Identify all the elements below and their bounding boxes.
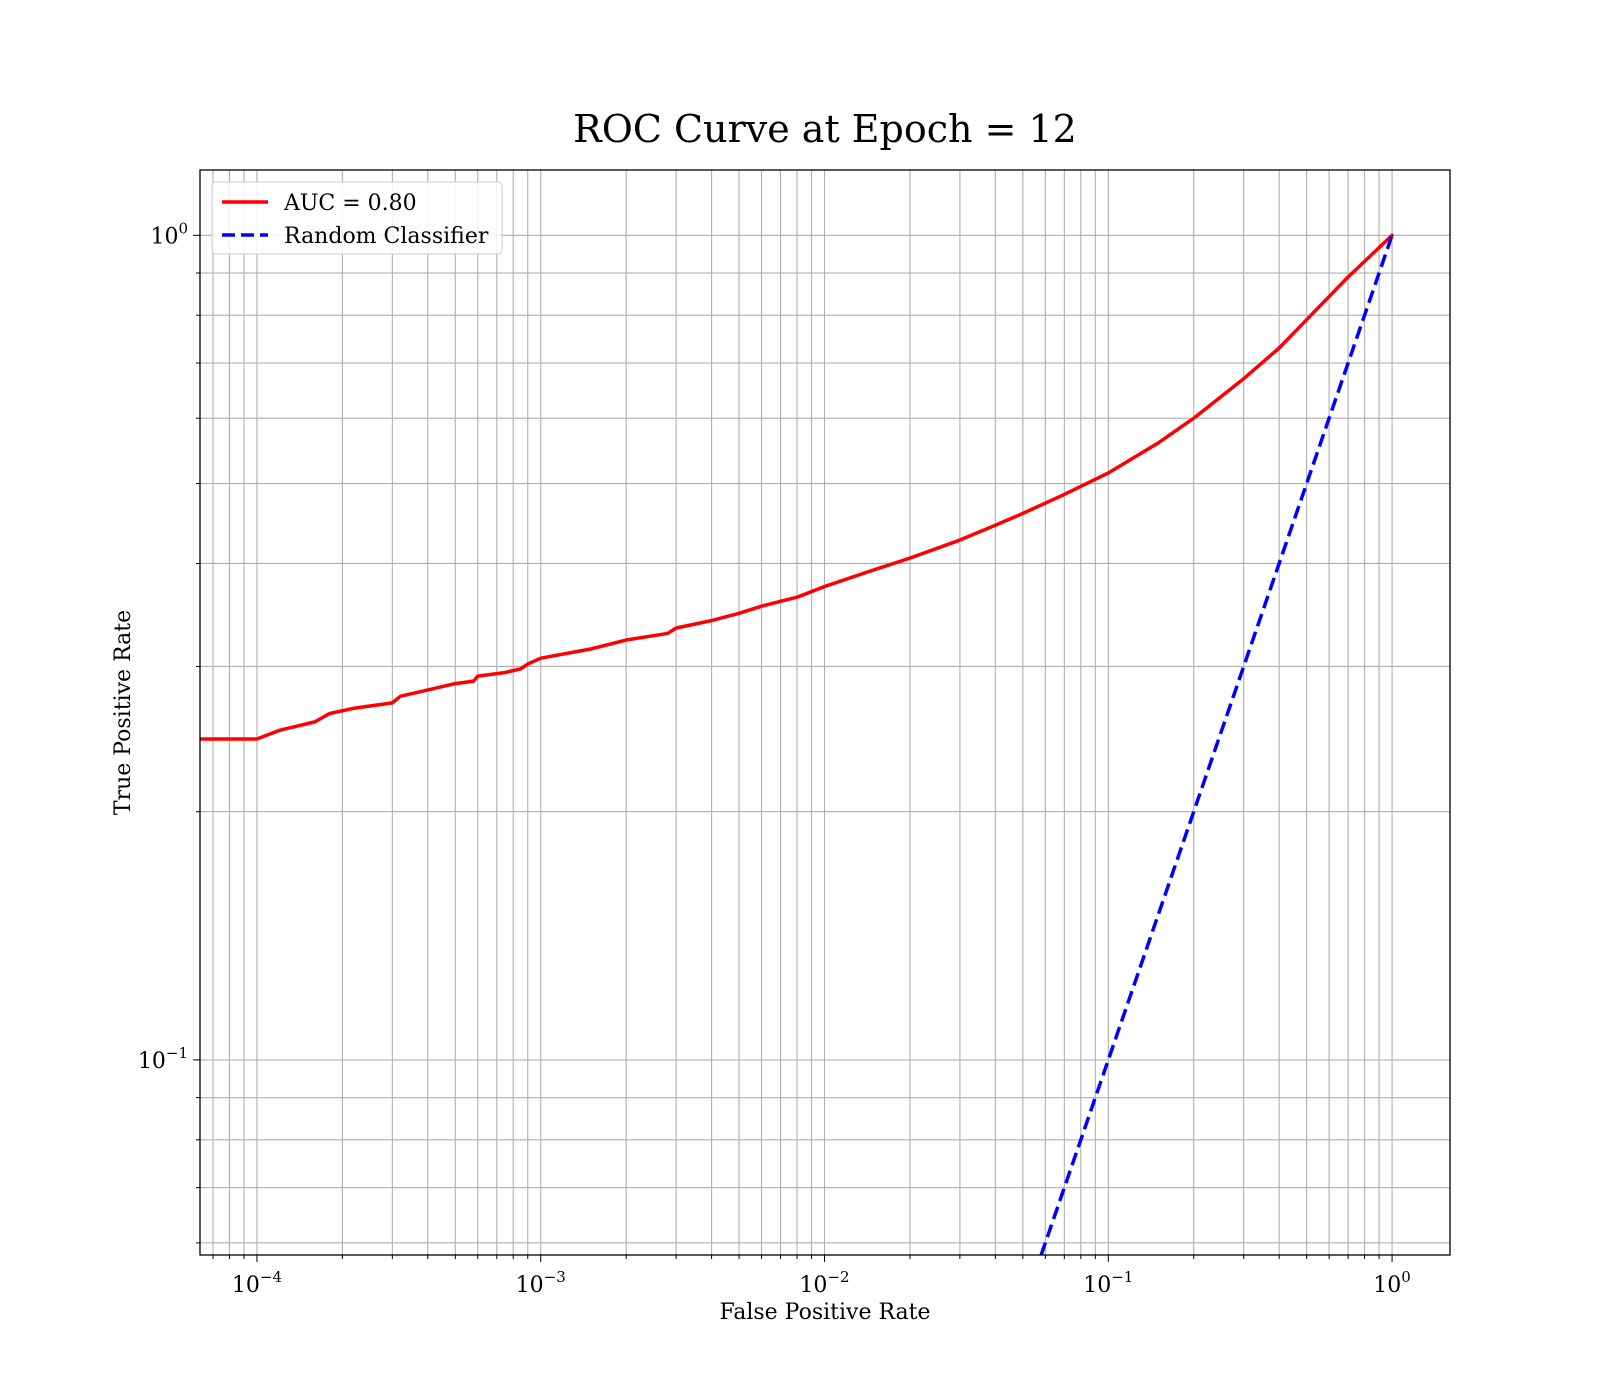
x-tick-label: 10−4: [232, 1268, 282, 1298]
grid: [200, 170, 1450, 1255]
y-tick-exponent: −1: [166, 1044, 188, 1062]
legend: AUC = 0.80 Random Classifier: [211, 181, 503, 255]
y-tick-base: 10: [138, 1049, 166, 1074]
x-tick-exponent: −4: [260, 1268, 282, 1286]
series-line-auc: [200, 233, 1394, 741]
y-tick-exponent: 0: [178, 219, 188, 237]
x-tick-exponent: −3: [544, 1268, 566, 1286]
legend-label-random: Random Classifier: [284, 224, 489, 249]
y-tick-label: 10−1: [138, 1044, 188, 1074]
legend-label-auc: AUC = 0.80: [283, 191, 417, 216]
x-tick-base: 10: [232, 1273, 260, 1298]
x-tick-label: 10−1: [1083, 1268, 1133, 1298]
y-tick-label: 100: [150, 219, 188, 249]
x-tick-base: 10: [516, 1273, 544, 1298]
y-axis-label: True Positive Rate: [111, 610, 136, 815]
x-tick-exponent: −2: [827, 1268, 849, 1286]
y-tick-base: 10: [150, 224, 178, 249]
x-tick-base: 10: [799, 1273, 827, 1298]
x-tick-exponent: −1: [1111, 1268, 1133, 1286]
x-tick-exponent: 0: [1401, 1268, 1411, 1286]
x-tick-label: 100: [1373, 1268, 1411, 1298]
chart-title: ROC Curve at Epoch = 12: [573, 107, 1077, 151]
series-layer: [200, 233, 1394, 1255]
series-line-random: [1039, 234, 1394, 1255]
legend-box: [211, 181, 503, 255]
x-tick-label: 10−3: [516, 1268, 566, 1298]
x-axis-label: False Positive Rate: [719, 1300, 930, 1325]
x-tick-base: 10: [1083, 1273, 1111, 1298]
x-tick-base: 10: [1373, 1273, 1401, 1298]
x-tick-label: 10−2: [799, 1268, 849, 1298]
